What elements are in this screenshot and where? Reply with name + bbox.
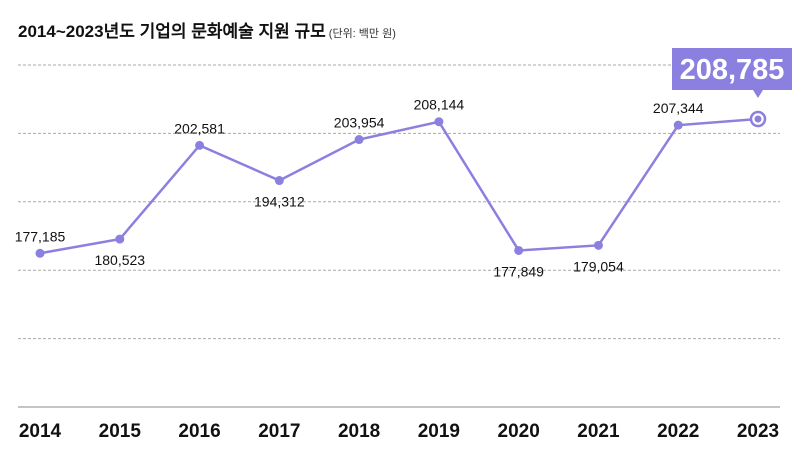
unit-note: (단위: 백만 원) bbox=[328, 28, 396, 40]
x-tick-label: 2015 bbox=[99, 421, 142, 442]
data-label: 207,344 bbox=[653, 100, 704, 116]
data-label: 177,185 bbox=[15, 228, 66, 244]
x-tick-label: 2021 bbox=[577, 421, 620, 442]
data-point bbox=[673, 120, 683, 130]
x-tick-label: 2022 bbox=[657, 421, 699, 442]
data-point bbox=[354, 135, 364, 145]
data-label: 203,954 bbox=[334, 115, 385, 131]
x-tick-label: 2014 bbox=[19, 421, 62, 442]
x-tick-label: 2020 bbox=[498, 421, 540, 442]
data-label: 208,144 bbox=[414, 97, 465, 113]
data-label: 180,523 bbox=[94, 252, 145, 268]
data-point bbox=[434, 117, 444, 127]
x-tick-label: 2017 bbox=[258, 421, 300, 442]
chart-title: 2014~2023년도 기업의 문화예술 지원 규모 (단위: 백만 원) bbox=[18, 17, 396, 42]
callout-pointer bbox=[753, 90, 763, 98]
data-label: 202,581 bbox=[174, 120, 225, 136]
x-tick-label: 2019 bbox=[418, 421, 460, 442]
data-label: 194,312 bbox=[254, 194, 305, 210]
data-label: 179,054 bbox=[573, 258, 624, 274]
x-tick-label: 2023 bbox=[737, 421, 779, 442]
x-tick-label: 2018 bbox=[338, 421, 380, 442]
title-text: 2014~2023년도 기업의 문화예술 지원 규모 bbox=[18, 22, 326, 41]
x-tick-label: 2016 bbox=[178, 421, 220, 442]
series-line bbox=[39, 117, 759, 255]
data-point bbox=[593, 240, 603, 250]
data-label: 177,849 bbox=[493, 263, 544, 279]
highlight-value: 208,785 bbox=[680, 54, 785, 86]
data-point bbox=[35, 248, 45, 258]
data-point bbox=[115, 234, 125, 244]
data-point bbox=[754, 115, 762, 123]
highlight-callout bbox=[672, 48, 792, 90]
data-point bbox=[195, 140, 205, 150]
data-point bbox=[274, 176, 284, 186]
data-point bbox=[514, 245, 524, 255]
